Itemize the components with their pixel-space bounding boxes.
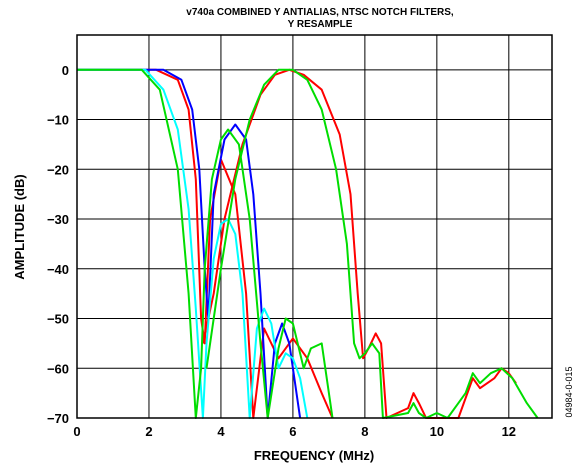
- plot-frame: [76, 34, 553, 419]
- y-tick-label: −10: [47, 113, 69, 128]
- y-tick-label: −50: [47, 312, 69, 327]
- chart-subtitle: Y RESAMPLE: [288, 19, 353, 30]
- x-axis-label: FREQUENCY (MHz): [254, 448, 374, 463]
- y-tick-label: −60: [47, 361, 69, 376]
- x-tick-label: 4: [217, 424, 225, 439]
- y-tick-label: 0: [62, 63, 69, 78]
- figure-id: 04984-0-015: [564, 366, 574, 417]
- plot-area: [77, 68, 539, 419]
- chart-title: v740a COMBINED Y ANTIALIAS, NTSC NOTCH F…: [186, 7, 454, 18]
- x-tick-label: 2: [145, 424, 152, 439]
- x-tick-label: 8: [361, 424, 368, 439]
- series-line: [77, 68, 334, 419]
- y-tick-label: −70: [47, 411, 69, 426]
- y-tick-label: −20: [47, 162, 69, 177]
- y-tick-label: −30: [47, 212, 69, 227]
- x-tick-label: 6: [289, 424, 296, 439]
- grid-lines: [77, 35, 552, 418]
- series-line: [77, 68, 334, 419]
- y-tick-label: −40: [47, 262, 69, 277]
- series-line: [77, 68, 302, 419]
- series-line: [77, 68, 309, 419]
- series-line: [205, 68, 539, 419]
- x-tick-labels: 0 2 4 6 8 10 12: [73, 424, 516, 439]
- y-axis-label: AMPLITUDE (dB): [12, 174, 27, 279]
- y-tick-labels: 0 −10 −20 −30 −40 −50 −60 −70: [47, 63, 69, 426]
- x-tick-label: 0: [73, 424, 80, 439]
- x-tick-label: 12: [502, 424, 516, 439]
- x-tick-label: 10: [430, 424, 444, 439]
